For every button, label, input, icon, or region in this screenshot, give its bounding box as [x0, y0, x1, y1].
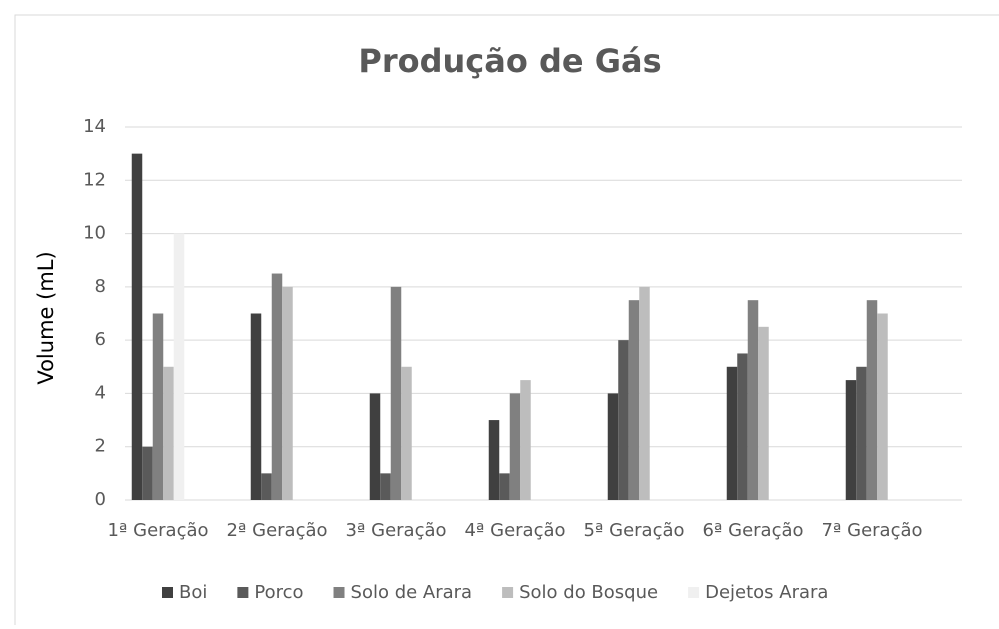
- legend-swatch: [688, 587, 700, 598]
- bar: [271, 273, 283, 500]
- x-tick-label: 6ª Geração: [702, 520, 803, 541]
- bar: [856, 366, 867, 500]
- bar: [401, 366, 412, 500]
- x-tick-label: 7ª Geração: [821, 520, 922, 541]
- x-tick-label: 1ª Geração: [107, 520, 208, 541]
- y-tick-label: 14: [83, 116, 106, 137]
- bar: [845, 380, 857, 500]
- bar: [509, 393, 521, 500]
- bar: [726, 366, 738, 500]
- bar: [747, 300, 759, 500]
- bar: [520, 380, 531, 500]
- legend-label: Boi: [179, 582, 207, 603]
- y-tick-label: 12: [83, 169, 106, 190]
- y-tick-label: 2: [95, 436, 106, 457]
- bar: [390, 286, 402, 500]
- y-tick-label: 0: [95, 489, 106, 510]
- bar: [758, 326, 769, 500]
- bar: [628, 300, 640, 500]
- bar: [607, 393, 619, 500]
- legend-label: Dejetos Arara: [705, 582, 828, 603]
- y-axis-label: Volume (mL): [34, 251, 58, 384]
- bar: [499, 473, 510, 500]
- bar: [142, 446, 153, 500]
- bar: [737, 353, 748, 500]
- legend-swatch: [502, 587, 514, 598]
- y-tick-label: 4: [95, 382, 106, 403]
- bar: [488, 420, 500, 500]
- bar: [261, 473, 272, 500]
- bar: [250, 313, 262, 500]
- x-tick-label: 5ª Geração: [583, 520, 684, 541]
- bar: [163, 366, 174, 500]
- legend-swatch: [333, 587, 345, 598]
- chart-title: Produção de Gás: [358, 42, 661, 80]
- bar: [618, 340, 629, 500]
- bar: [131, 153, 143, 500]
- y-tick-label: 8: [95, 276, 106, 297]
- x-tick-label: 4ª Geração: [464, 520, 565, 541]
- bar: [877, 313, 888, 500]
- bar: [866, 300, 878, 500]
- legend-swatch: [162, 587, 173, 598]
- x-tick-label: 2ª Geração: [226, 520, 327, 541]
- legend-label: Porco: [254, 582, 303, 603]
- bar: [639, 286, 650, 500]
- bar: [152, 313, 164, 500]
- y-tick-label: 10: [83, 223, 106, 244]
- y-tick-label: 6: [95, 329, 106, 350]
- bar: [380, 473, 391, 500]
- legend-swatch: [237, 587, 249, 598]
- bar: [369, 393, 381, 500]
- bar: [173, 233, 185, 501]
- x-tick-label: 3ª Geração: [345, 520, 446, 541]
- legend-label: Solo do Bosque: [519, 582, 658, 603]
- bar: [282, 286, 293, 500]
- legend-label: Solo de Arara: [351, 582, 473, 603]
